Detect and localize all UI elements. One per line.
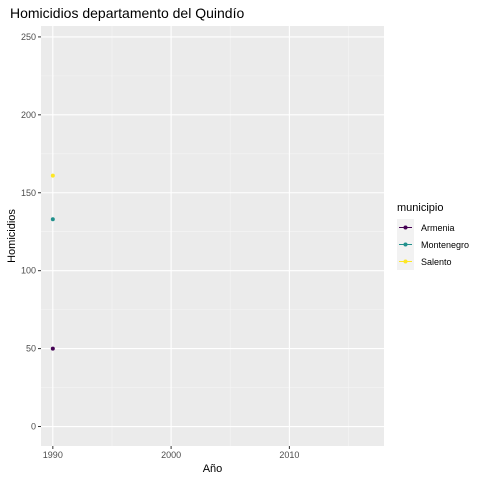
y-tick-label: 150 (21, 188, 36, 198)
legend-title: municipio (397, 202, 443, 214)
legend-items: Armenia Montenegro Salento (397, 219, 469, 270)
y-tick-label: 100 (21, 266, 36, 276)
legend-label-salento: Salento (421, 257, 452, 267)
major-gridlines (41, 26, 384, 446)
y-tick-label: 250 (21, 32, 36, 42)
y-tick-label: 0 (31, 422, 36, 432)
chart-title: Homicidios departamento del Quindío (10, 5, 244, 21)
data-point-salento (50, 173, 55, 178)
legend-label-armenia: Armenia (421, 223, 455, 233)
x-tick-labels: 1990 2000 2010 (43, 450, 300, 460)
x-tick-label: 1990 (43, 450, 63, 460)
data-point-armenia (50, 346, 55, 351)
minor-gridlines (41, 26, 384, 446)
x-axis-title: Año (203, 463, 223, 475)
y-tick-label: 50 (26, 344, 36, 354)
data-point-montenegro (50, 217, 55, 222)
plot-panel (41, 26, 384, 446)
data-points (50, 173, 55, 351)
y-tick-label: 200 (21, 110, 36, 120)
x-tick-label: 2010 (279, 450, 299, 460)
y-tick-labels: 0 50 100 150 200 250 (21, 32, 36, 432)
legend-label-montenegro: Montenegro (421, 240, 469, 250)
legend-marker-salento (403, 259, 408, 264)
legend-marker-armenia (403, 225, 408, 230)
legend-marker-montenegro (403, 242, 408, 247)
legend: municipio Armenia Montenegro Salento (397, 202, 469, 270)
y-axis-title: Homicidios (6, 209, 18, 263)
axis-ticks (38, 36, 290, 449)
x-tick-label: 2000 (161, 450, 181, 460)
